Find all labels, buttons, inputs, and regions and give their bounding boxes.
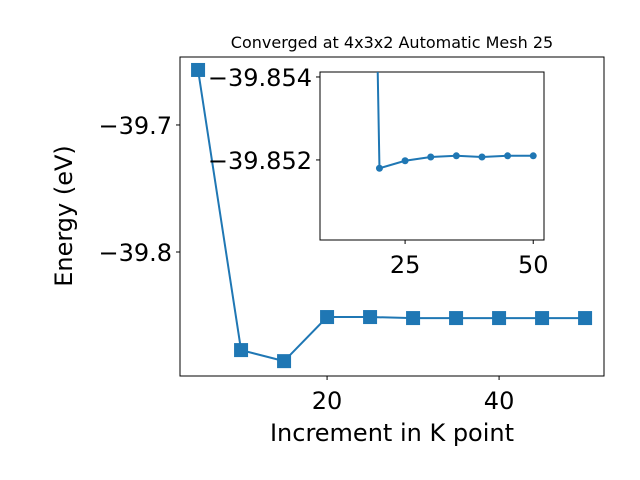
plot-area <box>375 72 537 172</box>
x-axis-label: Increment in K point <box>270 419 514 447</box>
y-tick-label: −39.854 <box>208 64 312 92</box>
series-line <box>376 72 534 170</box>
data-point <box>492 311 507 326</box>
data-point <box>363 310 378 325</box>
data-point <box>449 311 464 326</box>
series-line <box>197 69 586 363</box>
data-point <box>401 157 409 165</box>
data-point <box>427 153 435 161</box>
y-tick-label: −39.7 <box>98 112 172 140</box>
data-point <box>320 310 335 325</box>
data-point <box>406 311 421 326</box>
data-point <box>478 153 486 161</box>
y-tick-label: −39.8 <box>98 239 172 267</box>
x-tick-label: 25 <box>390 251 421 279</box>
data-point <box>578 311 593 326</box>
data-point <box>504 152 512 160</box>
plot-area <box>191 62 593 369</box>
x-tick-label: 50 <box>518 251 549 279</box>
x-tick-label: 40 <box>484 387 515 415</box>
x-tick-label: 20 <box>312 387 343 415</box>
data-point <box>375 164 383 172</box>
y-tick-label: −39.852 <box>208 147 312 175</box>
data-point <box>234 343 249 358</box>
chart-title: Converged at 4x3x2 Automatic Mesh 25 <box>231 33 553 52</box>
y-axis-label: Energy (eV) <box>50 145 78 287</box>
data-point <box>191 62 206 77</box>
data-point <box>535 311 550 326</box>
data-point <box>277 354 292 369</box>
data-point <box>452 152 460 160</box>
data-point <box>529 152 537 160</box>
